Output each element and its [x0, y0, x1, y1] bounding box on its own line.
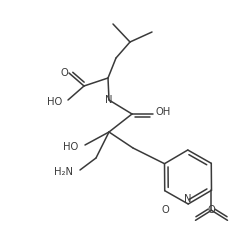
- Text: O: O: [207, 205, 215, 215]
- Text: N: N: [105, 95, 113, 105]
- Text: HO: HO: [63, 142, 78, 152]
- Text: H₂N: H₂N: [54, 167, 73, 177]
- Text: OH: OH: [156, 107, 171, 117]
- Text: N: N: [184, 194, 192, 204]
- Text: HO: HO: [47, 97, 62, 107]
- Text: O: O: [161, 205, 169, 215]
- Text: O: O: [60, 68, 68, 78]
